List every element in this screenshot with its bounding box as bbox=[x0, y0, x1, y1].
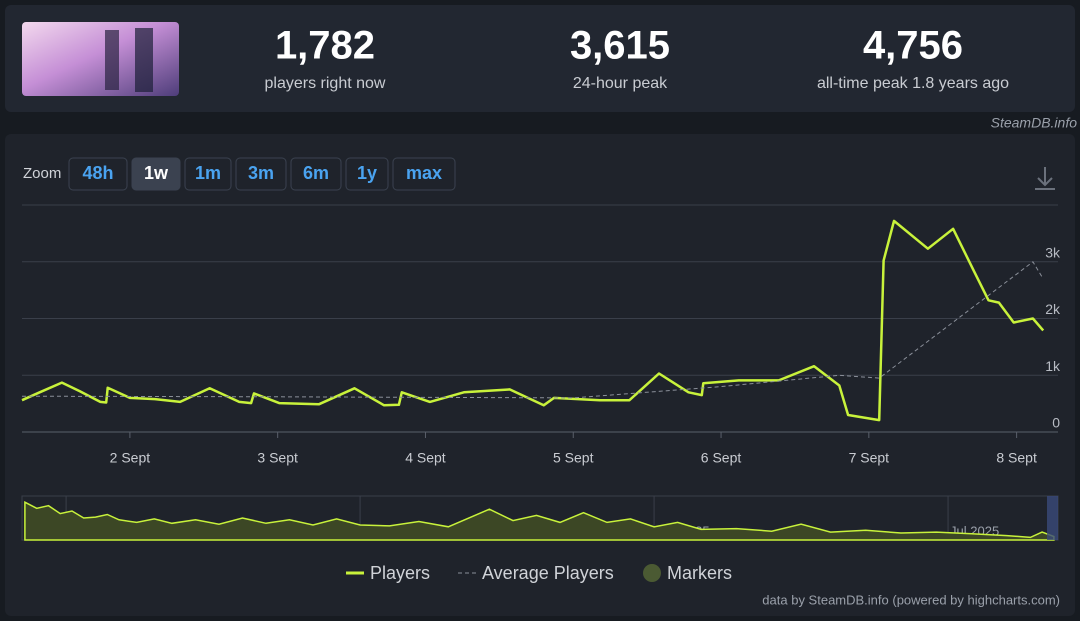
zoom-button[interactable] bbox=[68, 157, 128, 191]
stat-label: 24-hour peak bbox=[573, 75, 668, 92]
game-thumbnail bbox=[22, 22, 179, 96]
zoom-button-label[interactable]: 3m bbox=[248, 163, 274, 183]
x-tick-label: 5 Sept bbox=[553, 450, 594, 466]
navigator-handle[interactable] bbox=[1047, 496, 1058, 540]
stat-value: 1,782 bbox=[275, 24, 375, 68]
thumbnail-figure bbox=[105, 30, 119, 90]
y-tick-label: 3k bbox=[1045, 244, 1061, 260]
zoom-bar: Zoom 48h 1w 1m 3m 6m 1y max bbox=[23, 157, 456, 191]
x-tick-label: 8 Sept bbox=[996, 450, 1037, 466]
legend-label[interactable]: Markers bbox=[667, 563, 732, 583]
zoom-button[interactable] bbox=[345, 157, 389, 191]
download-icon[interactable] bbox=[1035, 167, 1055, 190]
zoom-button[interactable] bbox=[184, 157, 232, 191]
zoom-label: Zoom bbox=[23, 165, 61, 182]
zoom-button-label[interactable]: 6m bbox=[303, 163, 329, 183]
y-tick-label: 0 bbox=[1052, 415, 1060, 431]
source: SteamDB.info bbox=[991, 115, 1078, 131]
average-line bbox=[21, 261, 1044, 399]
x-tick-label: 7 Sept bbox=[849, 450, 890, 466]
zoom-button-label[interactable]: 48h bbox=[82, 163, 113, 183]
credit: data by SteamDB.info (powered by highcha… bbox=[762, 592, 1060, 607]
x-tick-label: 6 Sept bbox=[701, 450, 742, 466]
stat-label: players right now bbox=[265, 75, 386, 92]
zoom-button[interactable] bbox=[290, 157, 342, 191]
download-arrow bbox=[1035, 167, 1055, 190]
y-tick-label: 1k bbox=[1045, 358, 1061, 374]
zoom-button-label[interactable]: 1y bbox=[357, 163, 377, 183]
stats-panel bbox=[5, 5, 1075, 112]
zoom-button[interactable] bbox=[392, 157, 456, 191]
x-tick-label: 4 Sept bbox=[405, 450, 446, 466]
players-line bbox=[21, 219, 1045, 422]
stats: 1,782 players right now 3,615 24-hour peak 4… bbox=[265, 24, 1010, 93]
zoom-button-label[interactable]: 1m bbox=[195, 163, 221, 183]
thumbnail-figure bbox=[135, 28, 153, 92]
zoom-button[interactable] bbox=[131, 157, 181, 191]
stat-value: 4,756 bbox=[863, 24, 963, 68]
legend-label[interactable]: Players bbox=[370, 563, 430, 583]
plots: 0 1k 2k 3k 2 Sept 3 Sept 4 Sept 5 Sept 6 Sept 7 S… bbox=[21, 204, 1061, 541]
zoom-button-label[interactable]: max bbox=[406, 163, 442, 183]
stat-label: all-time peak 1.8 years ago bbox=[817, 75, 1009, 92]
zoom-button-label[interactable]: 1w bbox=[144, 163, 169, 183]
stat-value: 3,615 bbox=[570, 24, 670, 68]
legend-symbol[interactable] bbox=[643, 564, 661, 582]
y-tick-label: 2k bbox=[1045, 301, 1061, 317]
area bbox=[24, 500, 1055, 541]
x-tick-label: 3 Sept bbox=[257, 450, 298, 466]
legend: Players Average Players Markers bbox=[346, 563, 732, 583]
legend-label[interactable]: Average Players bbox=[482, 563, 614, 583]
zoom-button[interactable] bbox=[235, 157, 287, 191]
x-tick-label: 2 Sept bbox=[110, 450, 151, 466]
